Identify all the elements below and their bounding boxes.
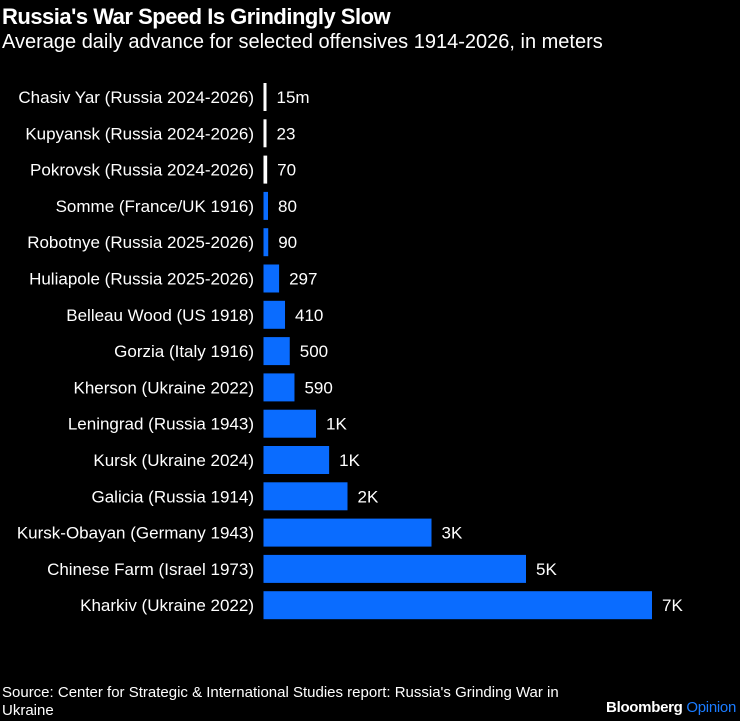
bar — [263, 409, 316, 438]
data-label: 1K — [326, 415, 347, 434]
data-label: 3K — [442, 524, 463, 543]
category-label: Chinese Farm (Israel 1973) — [47, 560, 254, 579]
data-label: 70 — [277, 161, 296, 180]
category-label: Somme (France/UK 1916) — [56, 197, 254, 216]
category-label: Pokrovsk (Russia 2024-2026) — [30, 161, 254, 180]
bar — [263, 337, 290, 366]
bar — [263, 228, 269, 257]
data-label: 500 — [300, 342, 328, 361]
category-label: Galicia (Russia 1914) — [91, 487, 254, 506]
category-label: Robotnye (Russia 2025-2026) — [27, 233, 254, 252]
chart-subtitle: Average daily advance for selected offen… — [2, 31, 603, 53]
brand-name: Bloomberg — [606, 699, 683, 716]
bar — [263, 518, 432, 547]
category-label: Leningrad (Russia 1943) — [68, 415, 254, 434]
bar — [263, 446, 330, 474]
data-label: 90 — [278, 233, 297, 252]
chart-title: Russia's War Speed Is Grindingly Slow — [2, 4, 391, 29]
bar — [263, 83, 267, 111]
data-label: 2K — [358, 487, 379, 506]
bar-chart: Chasiv Yar (Russia 2024-2026) 15m Kupyansk… — [17, 83, 683, 620]
source-note: Source: Center for Strategic & Internati… — [2, 684, 559, 719]
data-label: 7K — [662, 596, 683, 615]
data-label: 297 — [289, 270, 317, 289]
category-label: Kursk (Ukraine 2024) — [93, 451, 254, 470]
brand-logo: Bloomberg Opinion — [606, 699, 736, 716]
category-label: Belleau Wood (US 1918) — [66, 306, 254, 325]
bar — [263, 155, 268, 184]
category-label: Kupyansk (Russia 2024-2026) — [25, 124, 254, 143]
bar — [263, 264, 280, 293]
bar — [263, 482, 348, 511]
category-label: Kursk-Obayan (Germany 1943) — [17, 524, 254, 543]
bar — [263, 300, 286, 329]
data-label: 80 — [278, 197, 297, 216]
data-label: 5K — [536, 560, 557, 579]
category-label: Kherson (Ukraine 2022) — [74, 378, 254, 397]
category-label: Chasiv Yar (Russia 2024-2026) — [18, 88, 254, 107]
bar — [263, 373, 295, 402]
category-label: Huliapole (Russia 2025-2026) — [29, 270, 254, 289]
bar — [263, 191, 268, 220]
bar — [263, 119, 267, 148]
category-label: Gorzia (Italy 1916) — [114, 342, 254, 361]
bar — [263, 591, 652, 620]
category-label: Kharkiv (Ukraine 2022) — [80, 596, 254, 615]
bar — [263, 554, 526, 583]
data-label: 15m — [277, 88, 310, 107]
data-label: 23 — [277, 124, 296, 143]
data-label: 590 — [304, 378, 332, 397]
data-label: 1K — [339, 451, 360, 470]
brand-suffix: Opinion — [686, 699, 736, 716]
data-label: 410 — [295, 306, 323, 325]
